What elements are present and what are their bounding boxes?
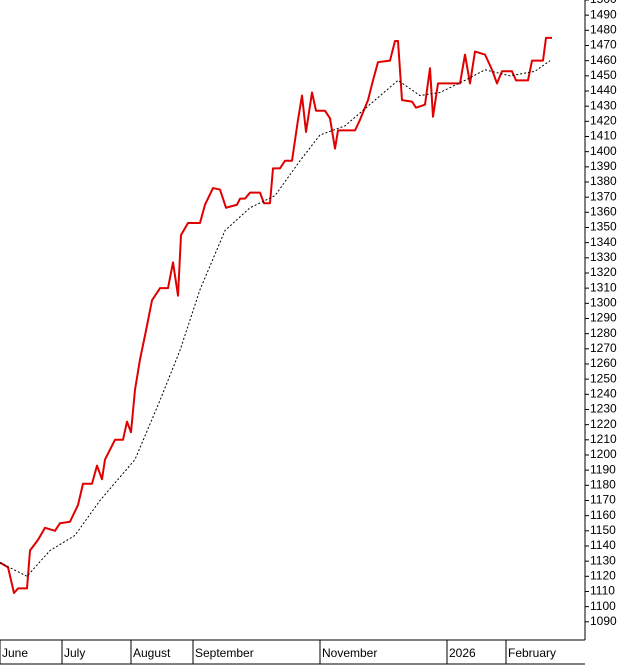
y-tick-label: 1420	[590, 113, 617, 127]
y-tick-label: 1260	[590, 356, 617, 370]
y-tick-label: 1140	[590, 538, 616, 552]
x-tick-label: June	[2, 646, 28, 660]
y-tick-label: 1290	[590, 311, 617, 325]
price-line	[0, 36, 552, 594]
y-tick-label: 1450	[590, 68, 617, 82]
y-tick-label: 1280	[590, 326, 617, 340]
y-tick-label: 1430	[590, 98, 617, 112]
y-tick-label: 1360	[590, 204, 617, 218]
y-tick-label: 1300	[590, 295, 617, 309]
x-tick-label: August	[133, 646, 171, 660]
x-tick-label: July	[64, 646, 85, 660]
y-tick-label: 1120	[590, 568, 616, 582]
y-tick-label: 1320	[590, 265, 617, 279]
y-tick-label: 1490	[590, 7, 617, 21]
x-tick-label: November	[322, 646, 377, 660]
y-tick-label: 1160	[590, 508, 616, 522]
y-tick-label: 1350	[590, 220, 617, 234]
y-tick-label: 1200	[590, 447, 617, 461]
y-tick-label: 1090	[590, 614, 617, 628]
y-tick-label: 1110	[590, 584, 615, 598]
y-tick-label: 1380	[590, 174, 617, 188]
y-tick-label: 1390	[590, 159, 617, 173]
x-tick-label: 2026	[449, 646, 476, 660]
y-tick-label: 1130	[590, 553, 616, 567]
y-tick-label: 1340	[590, 235, 617, 249]
y-tick-label: 1330	[590, 250, 617, 264]
y-tick-label: 1230	[590, 402, 617, 416]
y-tick-label: 1310	[590, 280, 617, 294]
y-tick-label: 1410	[590, 129, 617, 143]
y-tick-label: 1480	[590, 23, 617, 37]
y-tick-label: 1220	[590, 417, 617, 431]
x-tick-label: February	[508, 646, 556, 660]
y-tick-label: 1250	[590, 371, 617, 385]
y-tick-label: 1150	[590, 523, 616, 537]
y-tick-label: 1440	[590, 83, 617, 97]
y-tick-label: 1470	[590, 38, 617, 52]
y-tick-label: 1190	[590, 462, 616, 476]
y-tick-label: 1370	[590, 189, 617, 203]
y-tick-label: 1400	[590, 144, 617, 158]
x-tick-label: September	[195, 646, 254, 660]
y-tick-label: 1240	[590, 386, 617, 400]
y-tick-label: 1460	[590, 53, 617, 67]
y-tick-label: 1500	[590, 0, 617, 6]
y-tick-label: 1180	[590, 477, 616, 491]
price-line	[0, 60, 551, 577]
y-tick-label: 1270	[590, 341, 617, 355]
y-tick-label: 1210	[590, 432, 617, 446]
y-tick-label: 1100	[590, 599, 616, 613]
y-tick-label: 1170	[590, 493, 616, 507]
